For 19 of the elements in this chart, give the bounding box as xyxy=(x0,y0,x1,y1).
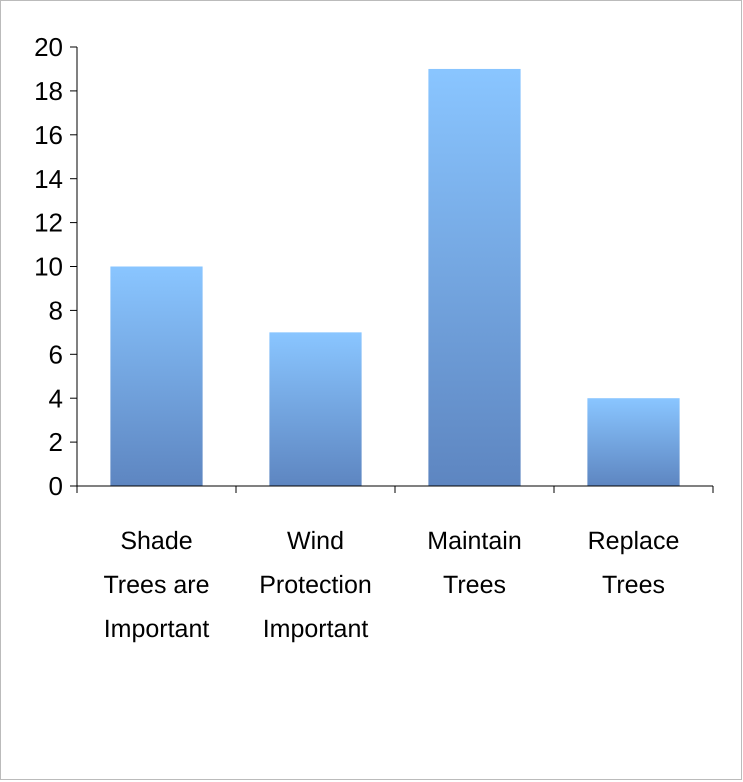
y-tick-label: 2 xyxy=(48,427,63,458)
y-tick-label: 10 xyxy=(34,252,63,282)
bar xyxy=(110,266,203,486)
bar xyxy=(269,332,362,486)
x-tick-label: Replace Trees xyxy=(588,527,680,599)
y-tick-label: 4 xyxy=(48,383,63,414)
y-tick-label: 18 xyxy=(34,76,63,106)
x-tick-label: Wind Protection Important xyxy=(259,527,372,643)
x-tick-label: Maintain Trees xyxy=(427,527,522,599)
y-tick-label: 14 xyxy=(34,164,63,194)
y-tick-label: 16 xyxy=(34,120,63,150)
y-tick-label: 0 xyxy=(48,471,63,502)
y-tick-label: 8 xyxy=(48,296,63,326)
y-tick-label: 20 xyxy=(34,32,63,62)
x-tick-label: Shade Trees are Important xyxy=(103,527,210,643)
bar xyxy=(587,398,680,486)
y-tick-label: 6 xyxy=(48,339,63,370)
y-tick-label: 12 xyxy=(34,208,63,238)
bar xyxy=(428,68,521,486)
